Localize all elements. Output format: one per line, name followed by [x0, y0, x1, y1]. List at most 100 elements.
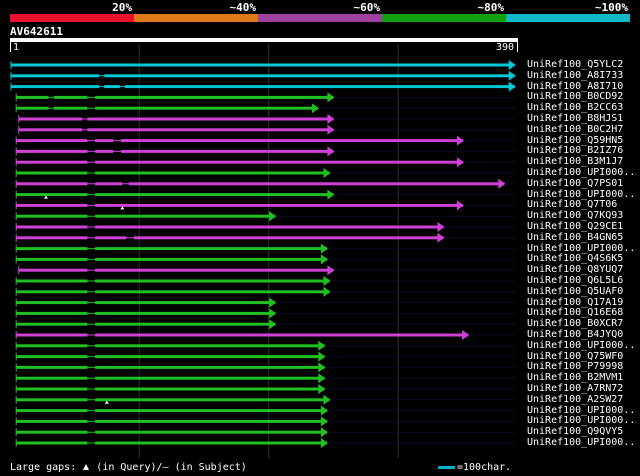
hit-segment	[11, 74, 100, 78]
alignment-row[interactable]	[11, 416, 515, 427]
hit-segment	[16, 160, 88, 164]
alignment-row[interactable]	[11, 243, 515, 254]
alignment-row[interactable]	[11, 135, 515, 146]
hit-name-link[interactable]: UniRef100_B4GN65	[527, 231, 624, 243]
hit-name-link[interactable]: UniRef100_Q9QVY5	[527, 426, 624, 438]
hit-name-link[interactable]: UniRef100_B2MVM1	[527, 372, 624, 384]
hit-end-arrow	[269, 211, 277, 222]
hit-name-link[interactable]: UniRef100_B0CD92	[527, 91, 624, 103]
hit-name-link[interactable]: UniRef100_Q5UAF0	[527, 285, 624, 297]
alignment-row[interactable]	[11, 232, 515, 243]
alignment-row[interactable]	[11, 340, 515, 351]
hit-segment	[134, 236, 444, 240]
hit-segment	[95, 257, 327, 261]
alignment-row[interactable]	[11, 438, 515, 448]
hit-end-arrow	[269, 297, 277, 308]
gap-legend-suffix: (in Query)/— (in Subject)	[96, 462, 247, 473]
hit-end-arrow	[462, 330, 470, 340]
hit-end-arrow	[498, 178, 506, 189]
hit-name-link[interactable]: UniRef100_Q7PS01	[527, 177, 624, 189]
hit-end-arrow	[456, 200, 464, 211]
alignment-row[interactable]	[11, 373, 515, 384]
alignment-row[interactable]	[11, 286, 515, 297]
alignment-row[interactable]	[11, 308, 515, 319]
hit-name-link[interactable]: UniRef100_Q16E68	[527, 307, 624, 319]
alignment-row[interactable]	[11, 200, 515, 211]
hit-segment	[16, 149, 88, 153]
hit-name-link[interactable]: UniRef100_P79998	[527, 361, 624, 373]
hit-end-arrow	[311, 103, 319, 114]
alignment-row[interactable]	[11, 92, 515, 103]
hit-name-link[interactable]: UniRef100_B0C2H7	[527, 123, 624, 135]
hit-name-link[interactable]: UniRef100_A8I733	[527, 69, 624, 81]
hit-segment	[18, 117, 83, 121]
alignment-row[interactable]	[11, 362, 515, 373]
hit-segment	[16, 214, 88, 218]
alignment-row[interactable]	[11, 178, 515, 189]
alignment-row[interactable]	[11, 254, 515, 265]
hit-name-link[interactable]: UniRef100_UPI000..	[527, 437, 636, 448]
hit-name-link[interactable]: UniRef100_UPI000..	[527, 242, 636, 254]
hit-name-link[interactable]: UniRef100_B4JYQ0	[527, 329, 624, 340]
hit-end-arrow	[323, 168, 331, 178]
ruler-start-label: 1	[13, 42, 20, 53]
alignment-row[interactable]	[10, 70, 516, 81]
hit-name-link[interactable]: UniRef100_B8HJS1	[527, 113, 624, 124]
alignment-row[interactable]	[11, 265, 515, 276]
hit-name-link[interactable]: UniRef100_Q8YUQ7	[527, 264, 624, 276]
hit-name-link[interactable]: UniRef100_UPI000..	[527, 167, 636, 178]
alignment-row[interactable]	[11, 384, 515, 394]
hit-name-link[interactable]: UniRef100_A2SW27	[527, 393, 624, 405]
alignment-row[interactable]	[11, 405, 515, 416]
hit-segment	[95, 430, 327, 434]
alignment-row[interactable]	[11, 157, 515, 168]
hit-segment	[95, 193, 334, 197]
alignment-row[interactable]	[11, 114, 515, 124]
alignment-row[interactable]	[11, 319, 515, 330]
hit-segment	[95, 419, 327, 423]
alignment-row[interactable]	[10, 60, 516, 70]
hit-name-link[interactable]: UniRef100_B0XCR7	[527, 318, 624, 330]
ruler-end-tick	[517, 42, 518, 52]
alignment-row[interactable]	[11, 124, 515, 135]
hit-name-link[interactable]: UniRef100_A8I710	[527, 80, 624, 92]
hit-name-link[interactable]: UniRef100_B2IZ76	[527, 145, 624, 157]
scale-swatch	[438, 466, 455, 469]
hit-end-arrow	[437, 232, 445, 243]
alignment-row[interactable]	[11, 394, 515, 405]
hit-name-link[interactable]: UniRef100_Q59HN5	[527, 134, 624, 146]
alignment-row[interactable]	[11, 189, 515, 200]
hit-name-link[interactable]: UniRef100_B2CC63	[527, 102, 624, 114]
color-bar-segment	[134, 14, 258, 22]
alignment-row[interactable]	[11, 297, 515, 308]
hit-name-link[interactable]: UniRef100_UPI000..	[527, 415, 636, 427]
alignment-row[interactable]	[11, 168, 515, 178]
hit-name-link[interactable]: UniRef100_Q7T06	[527, 199, 618, 211]
hit-name-link[interactable]: UniRef100_Q75WF0	[527, 350, 624, 362]
hit-segment	[95, 160, 463, 164]
hit-name-link[interactable]: UniRef100_UPI000..	[527, 404, 636, 416]
hit-name-link[interactable]: UniRef100_UPI000..	[527, 339, 636, 351]
hit-name-link[interactable]: UniRef100_UPI000..	[527, 188, 636, 200]
hit-name-link[interactable]: UniRef100_Q6L5L6	[527, 275, 624, 286]
hit-segment	[16, 236, 88, 240]
alignment-row[interactable]	[10, 81, 516, 92]
hit-segment	[95, 290, 330, 294]
hit-name-link[interactable]: UniRef100_Q17A19	[527, 296, 624, 308]
alignment-row[interactable]	[11, 330, 515, 340]
alignment-row[interactable]	[11, 276, 515, 286]
hit-name-link[interactable]: UniRef100_Q4S6K5	[527, 253, 624, 265]
alignment-row[interactable]	[11, 103, 515, 114]
alignment-row[interactable]	[11, 351, 515, 362]
alignment-row[interactable]	[11, 211, 515, 222]
hit-name-link[interactable]: UniRef100_B3M1J7	[527, 156, 624, 168]
hit-name-link[interactable]: UniRef100_Q7KQ93	[527, 210, 624, 222]
alignment-row[interactable]	[11, 427, 515, 438]
hit-name-link[interactable]: UniRef100_A7RN72	[527, 383, 624, 394]
hit-name-link[interactable]: UniRef100_Q29CE1	[527, 221, 624, 232]
hit-name-link[interactable]: UniRef100_Q5YLC2	[527, 59, 624, 70]
alignment-row[interactable]	[11, 222, 515, 232]
alignment-row[interactable]	[11, 146, 515, 157]
hit-segment	[95, 171, 330, 175]
gap-legend: Large gaps: (in Query)/— (in Subject)	[10, 462, 247, 473]
